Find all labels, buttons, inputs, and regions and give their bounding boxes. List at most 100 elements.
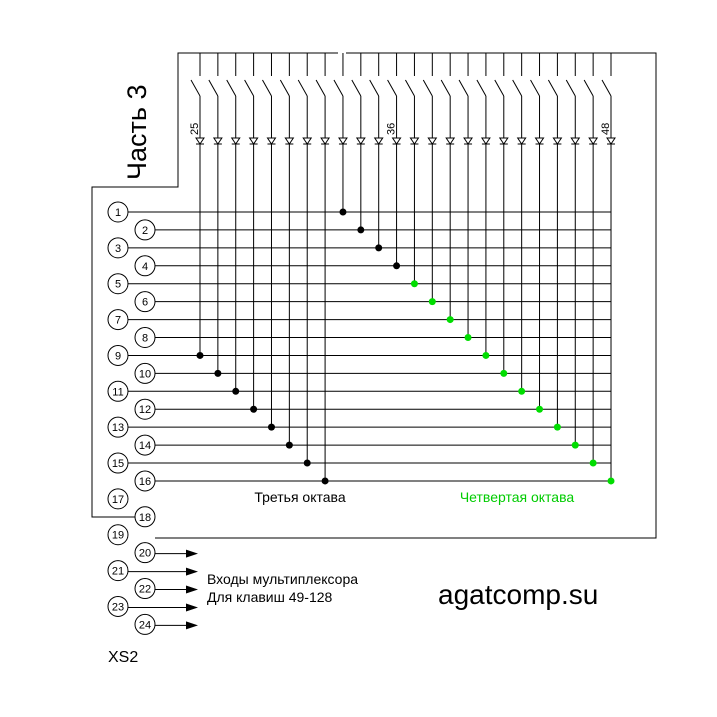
pin bbox=[107, 237, 129, 259]
switch-blade bbox=[458, 79, 469, 97]
pin-label: 7 bbox=[115, 315, 121, 327]
diode bbox=[373, 137, 384, 145]
pin bbox=[134, 291, 156, 313]
junction bbox=[410, 280, 418, 288]
switch-blade bbox=[297, 79, 308, 97]
diode bbox=[445, 137, 456, 145]
pin-label: 16 bbox=[139, 476, 151, 488]
note-line: Входы мультиплексора bbox=[207, 571, 358, 587]
junction bbox=[553, 423, 561, 431]
diode bbox=[480, 137, 491, 145]
arrow-head bbox=[186, 567, 198, 576]
diode bbox=[516, 137, 527, 145]
key-label: 36 bbox=[386, 123, 398, 135]
pin bbox=[134, 362, 156, 384]
junction bbox=[339, 208, 347, 216]
diode bbox=[463, 137, 473, 145]
junction bbox=[607, 477, 615, 485]
junction bbox=[571, 441, 579, 449]
switch-blade bbox=[476, 79, 487, 97]
switch-blade bbox=[244, 79, 255, 97]
arrow-head bbox=[186, 603, 198, 612]
pin bbox=[134, 327, 156, 349]
pin-label: 2 bbox=[142, 225, 148, 237]
diode bbox=[570, 137, 581, 145]
pin bbox=[134, 506, 156, 528]
pin bbox=[134, 578, 156, 600]
diode bbox=[427, 137, 438, 145]
switch-blade bbox=[601, 79, 612, 97]
switch-blade bbox=[565, 79, 576, 97]
pin bbox=[134, 613, 156, 635]
switch-blade bbox=[547, 79, 558, 97]
diode bbox=[248, 137, 259, 145]
junction bbox=[518, 387, 526, 395]
diode bbox=[230, 137, 241, 145]
pin-label: 17 bbox=[112, 494, 124, 506]
diode bbox=[409, 137, 420, 145]
switch-blade bbox=[333, 79, 344, 97]
pin bbox=[134, 219, 156, 241]
note-line: Для клавиш 49-128 bbox=[207, 589, 333, 605]
diode bbox=[266, 137, 277, 145]
junction bbox=[482, 351, 490, 359]
diode bbox=[588, 137, 599, 145]
diode bbox=[284, 137, 295, 145]
pin-label: 13 bbox=[112, 422, 124, 434]
fourth-octave-label: Четвертая октава bbox=[460, 489, 575, 505]
junction bbox=[536, 405, 544, 413]
pin bbox=[107, 416, 129, 438]
pin bbox=[134, 470, 156, 492]
junction bbox=[267, 423, 275, 431]
diode bbox=[391, 137, 402, 145]
third-octave-label: Третья октава bbox=[254, 489, 345, 505]
diode bbox=[302, 137, 313, 145]
switch-blade bbox=[440, 79, 451, 97]
diode bbox=[606, 137, 616, 145]
pin bbox=[107, 524, 129, 546]
arrow-head bbox=[186, 549, 198, 558]
key-label: 25 bbox=[189, 123, 201, 135]
pin bbox=[107, 488, 129, 510]
pin-label: 5 bbox=[115, 279, 121, 291]
pin-label: 8 bbox=[142, 333, 148, 345]
pin-label: 15 bbox=[112, 458, 124, 470]
pin-label: 3 bbox=[115, 243, 121, 255]
pin-label: 11 bbox=[112, 386, 123, 398]
junction bbox=[285, 441, 293, 449]
switch-blade bbox=[387, 79, 398, 97]
junction bbox=[464, 334, 472, 342]
diode bbox=[552, 137, 563, 145]
pin-label: 23 bbox=[112, 601, 124, 613]
pin-label: 4 bbox=[142, 261, 148, 273]
junction bbox=[250, 405, 258, 413]
pin-label: 22 bbox=[139, 584, 151, 596]
diode bbox=[338, 137, 348, 145]
junction bbox=[321, 477, 329, 485]
diode bbox=[534, 137, 545, 145]
switch-blade bbox=[494, 79, 505, 97]
diode bbox=[195, 137, 205, 145]
pin-label: 24 bbox=[139, 619, 151, 631]
site-label: agatcomp.su bbox=[438, 579, 598, 610]
pin-label: 1 bbox=[115, 207, 121, 219]
switch-blade bbox=[315, 79, 326, 97]
arrow-head bbox=[186, 585, 198, 594]
switch-blade bbox=[405, 79, 415, 97]
diode bbox=[355, 137, 366, 145]
pin-label: 21 bbox=[112, 566, 124, 578]
part-title: Часть 3 bbox=[122, 85, 152, 180]
pin bbox=[134, 434, 156, 456]
junction bbox=[357, 226, 365, 234]
switch-blade bbox=[279, 79, 290, 97]
pin bbox=[107, 344, 129, 366]
pin bbox=[134, 398, 156, 420]
pin bbox=[107, 560, 129, 582]
junction bbox=[196, 351, 204, 359]
junction bbox=[393, 262, 401, 270]
pin bbox=[134, 255, 156, 277]
pin-label: 20 bbox=[139, 548, 151, 560]
junction bbox=[500, 369, 508, 377]
junction bbox=[589, 459, 597, 467]
